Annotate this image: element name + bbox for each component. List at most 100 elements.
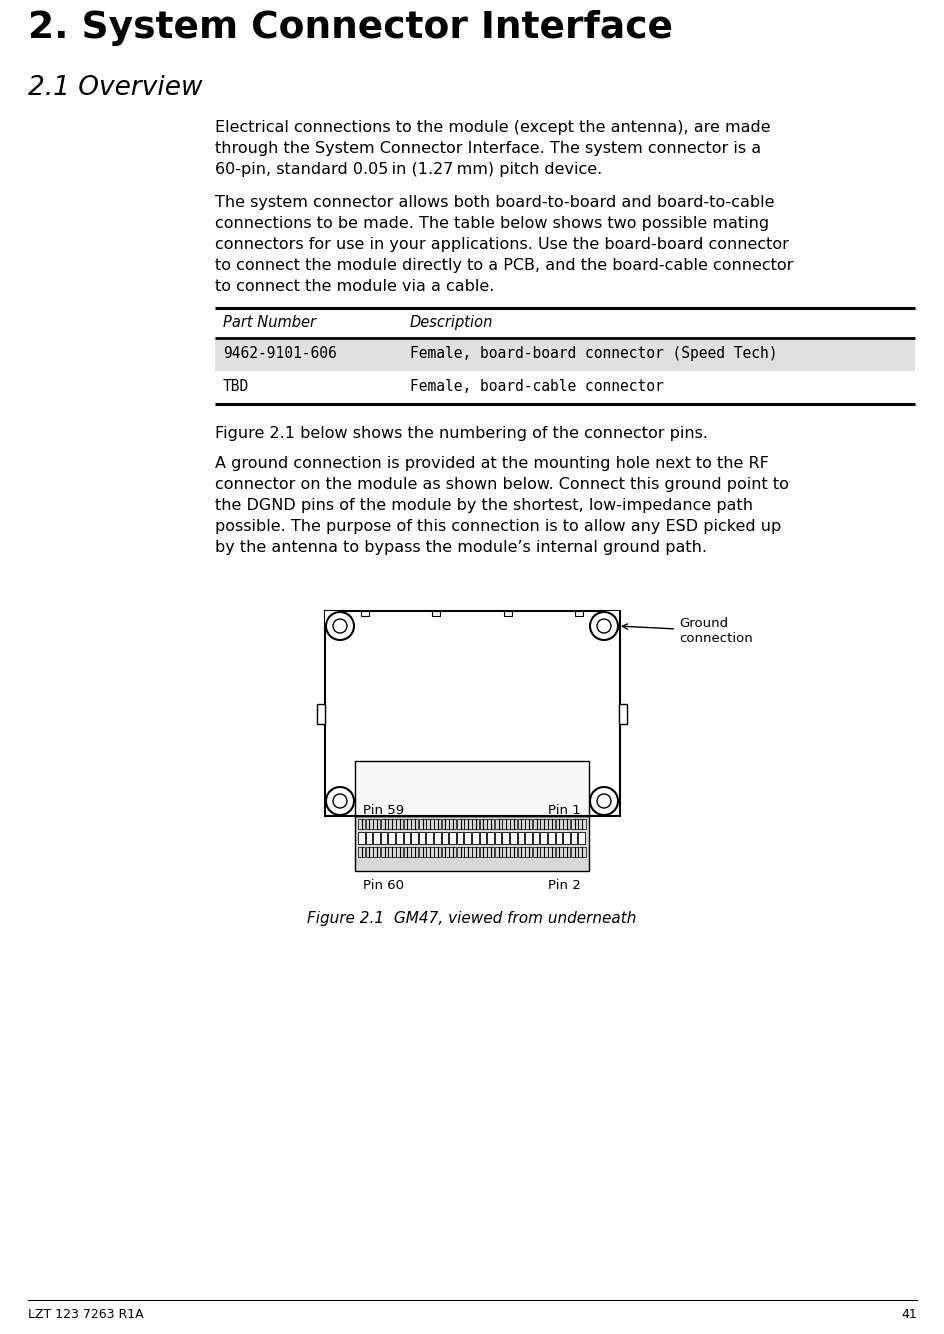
Bar (563, 832, 569, 844)
Polygon shape (600, 611, 618, 630)
Bar (426, 832, 432, 844)
Bar (441, 819, 448, 828)
Bar (555, 847, 562, 856)
Circle shape (332, 619, 346, 634)
Text: 2. System Connector Interface: 2. System Connector Interface (28, 9, 672, 45)
Bar (418, 819, 426, 828)
Bar (495, 847, 501, 856)
Text: A ground connection is provided at the mounting hole next to the RF: A ground connection is provided at the m… (215, 456, 768, 471)
Bar (502, 847, 509, 856)
Bar (570, 832, 577, 844)
Bar (480, 847, 486, 856)
Text: Pin 60: Pin 60 (362, 879, 404, 892)
Bar (403, 847, 411, 856)
Bar (555, 819, 562, 828)
Text: Pin 1: Pin 1 (548, 804, 581, 816)
Bar (517, 847, 524, 856)
Bar (388, 832, 395, 844)
Text: Pin 59: Pin 59 (362, 804, 404, 816)
Bar (471, 847, 479, 856)
Bar (540, 847, 547, 856)
Bar (487, 847, 494, 856)
Bar (403, 819, 411, 828)
Bar (502, 819, 509, 828)
Text: Figure 2.1  GM47, viewed from underneath: Figure 2.1 GM47, viewed from underneath (307, 911, 636, 926)
Bar (373, 847, 379, 856)
Bar (388, 847, 396, 856)
Bar (464, 819, 471, 828)
Bar (396, 832, 402, 844)
Text: connections to be made. The table below shows two possible mating: connections to be made. The table below … (215, 216, 768, 231)
Bar (215, 338, 914, 371)
Bar (380, 832, 387, 844)
Text: by the antenna to bypass the module’s internal ground path.: by the antenna to bypass the module’s in… (215, 540, 706, 555)
Bar (578, 832, 584, 844)
Bar (471, 819, 479, 828)
Bar (411, 832, 417, 844)
Text: Part Number: Part Number (223, 315, 315, 329)
Bar (487, 819, 494, 828)
Bar (555, 832, 562, 844)
Bar (373, 819, 379, 828)
Bar (578, 819, 585, 828)
Bar (570, 847, 578, 856)
Text: 9462-9101-606: 9462-9101-606 (223, 346, 336, 362)
Bar (355, 760, 588, 816)
Bar (480, 819, 486, 828)
Bar (426, 847, 433, 856)
Text: Female, board-board connector (Speed Tech): Female, board-board connector (Speed Tec… (410, 346, 777, 362)
Bar (532, 847, 539, 856)
Text: possible. The purpose of this connection is to allow any ESD picked up: possible. The purpose of this connection… (215, 519, 781, 534)
Circle shape (589, 787, 617, 815)
Bar (495, 832, 501, 844)
Bar (358, 847, 364, 856)
Text: Pin 2: Pin 2 (548, 879, 581, 892)
Bar (433, 847, 441, 856)
Bar (464, 832, 470, 844)
Bar (411, 819, 418, 828)
Text: connector on the module as shown below. Connect this ground point to: connector on the module as shown below. … (215, 478, 788, 492)
Bar (365, 832, 372, 844)
Text: 2.1 Overview: 2.1 Overview (28, 75, 202, 101)
Bar (441, 847, 448, 856)
Bar (365, 847, 372, 856)
Text: 60-pin, standard 0.05 in (1.27 mm) pitch device.: 60-pin, standard 0.05 in (1.27 mm) pitch… (215, 161, 601, 177)
Bar (510, 847, 516, 856)
Bar (358, 832, 364, 844)
Polygon shape (325, 611, 343, 630)
Text: to connect the module directly to a PCB, and the board-cable connector: to connect the module directly to a PCB,… (215, 257, 793, 273)
Bar (215, 371, 914, 404)
Bar (471, 832, 478, 844)
Bar (510, 819, 516, 828)
Bar (448, 819, 456, 828)
Circle shape (597, 619, 611, 634)
Bar (548, 832, 554, 844)
Bar (358, 819, 364, 828)
Text: to connect the module via a cable.: to connect the module via a cable. (215, 279, 494, 293)
Bar (525, 819, 531, 828)
Bar (396, 819, 403, 828)
Bar (373, 832, 379, 844)
Bar (503, 611, 511, 616)
Bar (525, 832, 531, 844)
Bar (502, 832, 509, 844)
Text: Description: Description (410, 315, 493, 329)
Bar (525, 847, 531, 856)
Text: connectors for use in your applications. Use the board-board connector: connectors for use in your applications.… (215, 237, 788, 252)
Circle shape (597, 794, 611, 808)
Bar (396, 847, 403, 856)
Bar (448, 847, 456, 856)
Bar (380, 847, 387, 856)
Bar (540, 832, 547, 844)
Text: The system connector allows both board-to-board and board-to-cable: The system connector allows both board-t… (215, 195, 774, 209)
Bar (433, 819, 441, 828)
Bar (563, 847, 569, 856)
Bar (448, 832, 455, 844)
Bar (574, 611, 582, 616)
Text: TBD: TBD (223, 379, 249, 394)
Bar (456, 819, 464, 828)
Bar (433, 832, 440, 844)
Bar (618, 703, 626, 723)
Bar (487, 832, 494, 844)
Circle shape (332, 794, 346, 808)
